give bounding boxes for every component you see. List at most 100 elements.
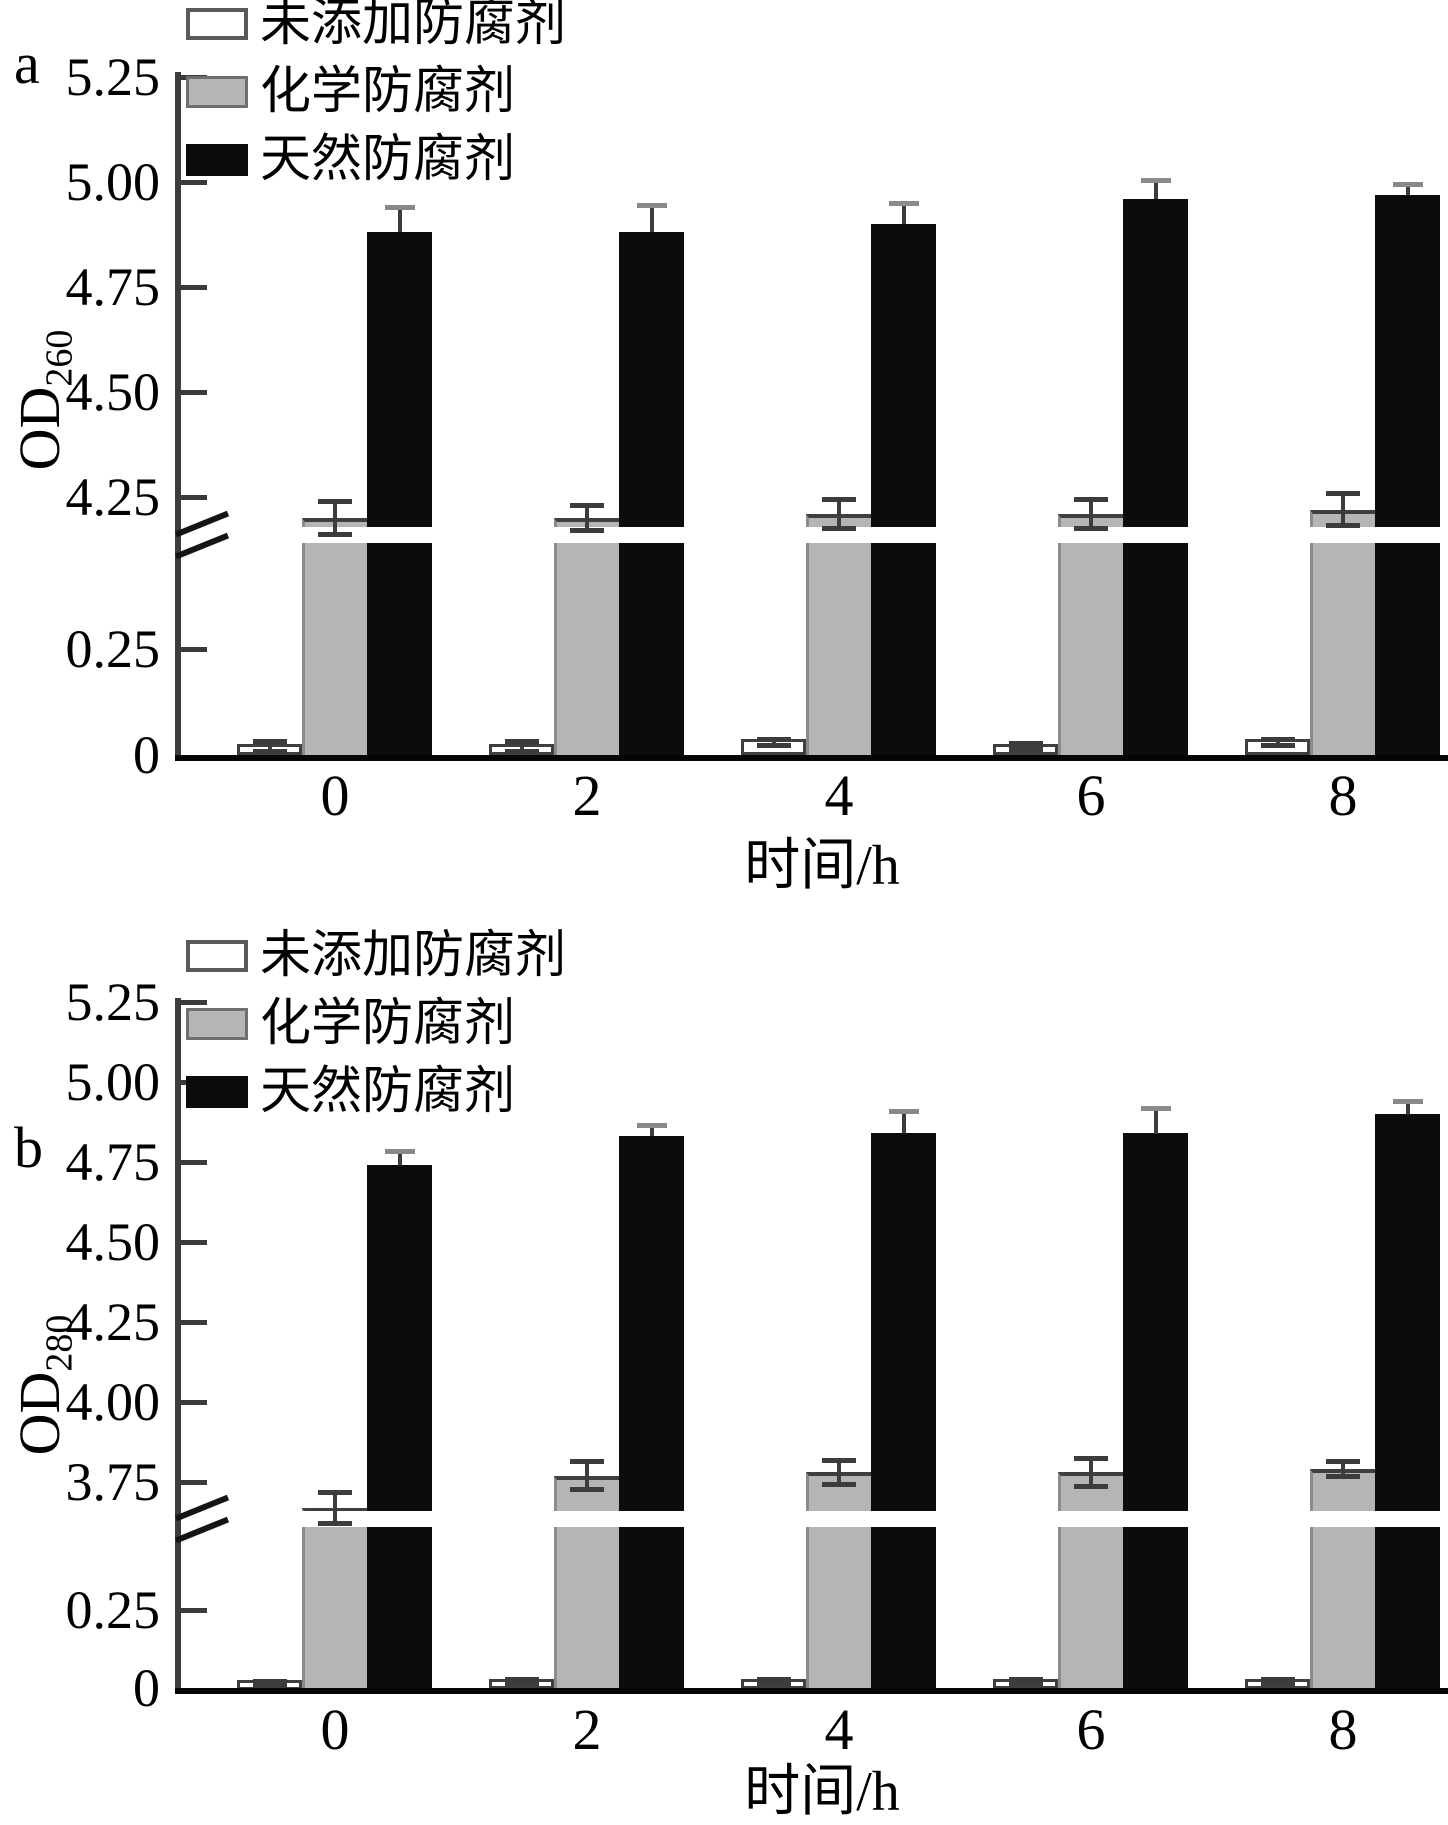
error-bar-cap	[822, 1482, 856, 1487]
error-bar-whisker	[268, 741, 272, 751]
bar-natural-upper	[871, 1133, 936, 1511]
bar-chemical-lower	[1310, 1527, 1375, 1688]
error-bar-cap	[1141, 1106, 1171, 1111]
bar-natural-lower	[619, 543, 684, 755]
legend-label: 天然防腐剂	[260, 132, 516, 188]
y-tick-mark	[181, 1400, 207, 1405]
bar-natural-upper	[1375, 1114, 1440, 1511]
bar-chemical-lower	[1310, 543, 1375, 755]
y-tick-label: 4.00	[65, 1372, 161, 1432]
x-axis-line	[175, 1688, 1448, 1694]
y-tick-label: 0	[133, 1658, 160, 1718]
y-axis-line	[175, 998, 181, 1694]
y-tick-label: 5.25	[65, 972, 161, 1032]
error-bar-cap	[1141, 178, 1171, 183]
bar-chemical-lower	[554, 1527, 619, 1688]
y-axis-title: OD280	[7, 1314, 81, 1456]
error-bar-cap	[570, 1487, 604, 1492]
error-bar-cap	[1261, 1677, 1295, 1682]
y-tick-mark	[181, 495, 207, 500]
bar-natural-lower	[1375, 543, 1440, 755]
bar-chemical-lower	[1058, 1527, 1123, 1688]
y-axis-line	[175, 72, 181, 761]
error-bar-whisker	[772, 739, 776, 746]
error-bar-cap	[1074, 1456, 1108, 1461]
error-bar-whisker	[837, 1460, 841, 1486]
error-bar-cap	[1009, 741, 1043, 746]
y-tick-mark	[181, 1000, 207, 1005]
error-bar-cap	[505, 749, 539, 754]
y-tick-mark	[181, 390, 207, 395]
legend-label: 未添加防腐剂	[260, 0, 567, 52]
error-bar-whisker	[398, 207, 402, 232]
error-bar-cap	[822, 526, 856, 531]
error-bar-cap	[637, 203, 667, 208]
error-bar-whisker	[398, 1151, 402, 1165]
legend-swatch-gray	[186, 76, 248, 108]
bar-natural-upper	[871, 224, 936, 527]
y-tick-label: 4.75	[65, 1132, 161, 1192]
error-bar-cap	[1009, 747, 1043, 752]
legend-label: 天然防腐剂	[260, 1064, 516, 1120]
x-axis-title: 时间/h	[744, 1761, 900, 1823]
error-bar-cap	[757, 743, 791, 748]
bar-chemical-lower	[554, 543, 619, 755]
error-bar-cap	[1393, 1099, 1423, 1104]
bar-natural-lower	[367, 543, 432, 755]
error-bar-cap	[385, 1149, 415, 1154]
x-tick-label: 8	[1328, 763, 1358, 828]
y-tick-mark	[181, 1320, 207, 1325]
bar-natural-upper	[1123, 1133, 1188, 1511]
bar-chemical-lower	[806, 1527, 871, 1688]
error-bar-cap	[253, 1683, 287, 1688]
panel-label-b: b	[14, 1115, 43, 1180]
error-bar-cap	[757, 737, 791, 742]
bar-natural-lower	[1375, 1527, 1440, 1688]
error-bar-whisker	[837, 499, 841, 528]
error-bar-whisker	[585, 505, 589, 530]
legend-label: 未添加防腐剂	[260, 928, 567, 984]
error-bar-cap	[318, 499, 352, 504]
error-bar-whisker	[1089, 1458, 1093, 1487]
error-bar-cap	[1074, 1484, 1108, 1489]
x-tick-label: 0	[320, 1697, 350, 1762]
y-tick-label: 5.00	[65, 1052, 161, 1112]
error-bar-cap	[1009, 1677, 1043, 1682]
error-bar-cap	[1326, 1474, 1360, 1479]
y-axis-title: OD260	[7, 329, 81, 471]
y-tick-mark	[181, 1160, 207, 1165]
y-tick-label: 0.25	[65, 619, 161, 679]
error-bar-whisker	[333, 501, 337, 535]
error-bar-cap	[318, 1521, 352, 1526]
x-tick-label: 6	[1076, 1697, 1106, 1762]
legend-label: 化学防腐剂	[260, 64, 516, 120]
error-bar-cap	[253, 749, 287, 754]
error-bar-cap	[318, 1490, 352, 1495]
legend-swatch-white	[186, 8, 248, 40]
bar-natural-upper	[367, 1165, 432, 1511]
error-bar-cap	[570, 528, 604, 533]
y-tick-label: 5.25	[65, 47, 161, 107]
error-bar-whisker	[1406, 184, 1410, 195]
error-bar-whisker	[1341, 493, 1345, 527]
y-tick-mark	[181, 1608, 207, 1613]
error-bar-whisker	[902, 1111, 906, 1133]
y-tick-label: 4.25	[65, 1292, 161, 1352]
error-bar-cap	[1009, 1681, 1043, 1686]
error-bar-cap	[318, 532, 352, 537]
bar-natural-lower	[871, 1527, 936, 1688]
x-tick-label: 2	[572, 1697, 602, 1762]
error-bar-cap	[889, 1109, 919, 1114]
error-bar-whisker	[1089, 499, 1093, 528]
error-bar-cap	[570, 1459, 604, 1464]
error-bar-cap	[570, 503, 604, 508]
y-tick-label: 5.00	[65, 152, 161, 212]
error-bar-whisker	[1154, 1108, 1158, 1134]
y-tick-label: 4.50	[65, 362, 161, 422]
bar-natural-lower	[871, 543, 936, 755]
legend-swatch-white	[186, 940, 248, 972]
error-bar-whisker	[585, 1461, 589, 1490]
error-bar-cap	[253, 1679, 287, 1684]
panel-label-a: a	[14, 31, 40, 96]
error-bar-cap	[637, 1123, 667, 1128]
